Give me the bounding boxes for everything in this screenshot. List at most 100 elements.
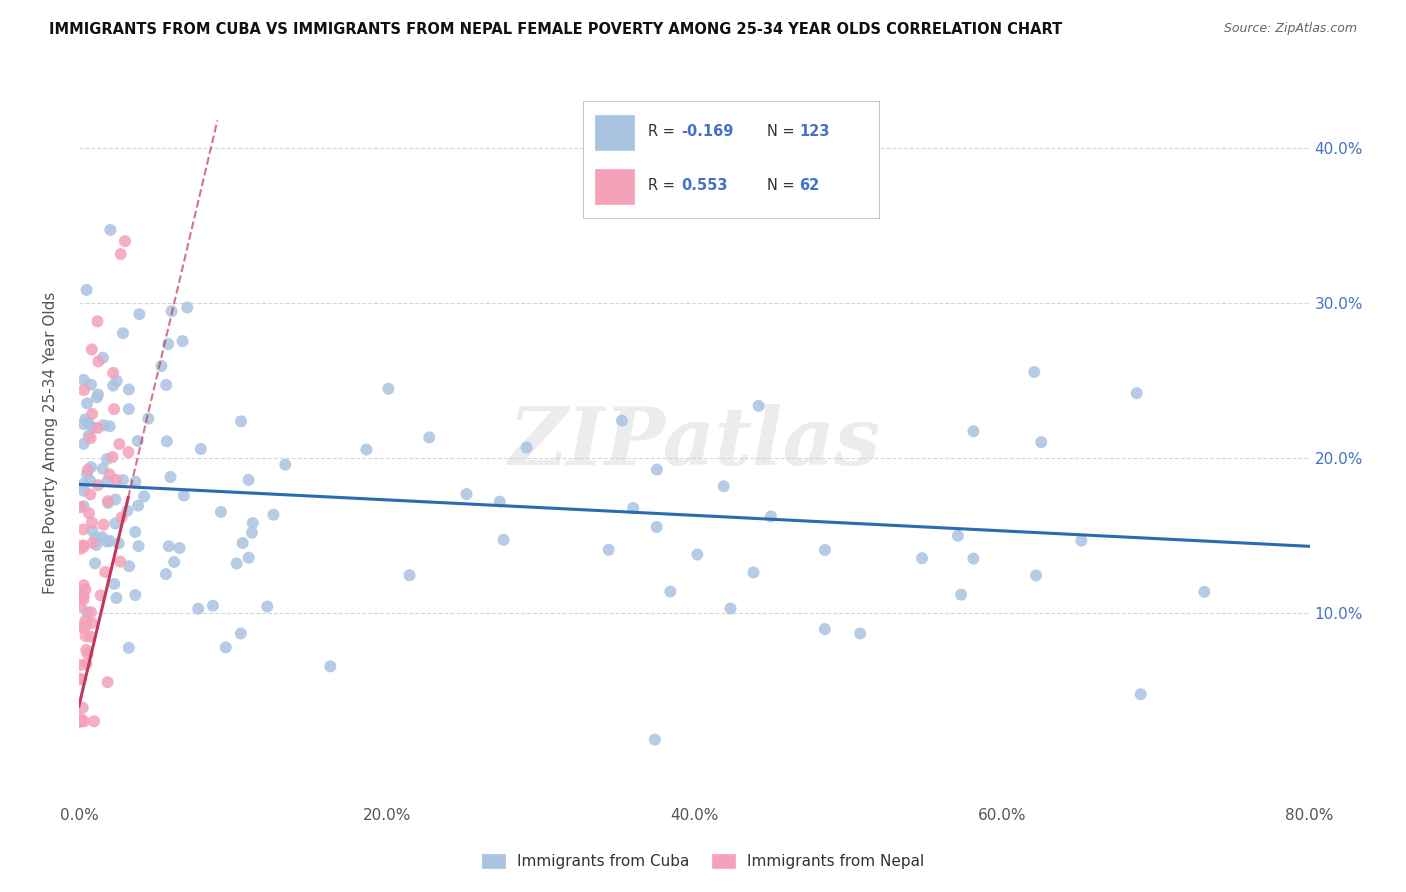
Point <box>274 458 297 472</box>
Point <box>69 500 91 515</box>
Point <box>720 601 742 615</box>
Point <box>1194 585 1216 599</box>
Point <box>103 378 125 392</box>
Point <box>814 622 837 636</box>
Point <box>103 402 125 417</box>
Text: Source: ZipAtlas.com: Source: ZipAtlas.com <box>1223 22 1357 36</box>
Point <box>1125 386 1147 401</box>
Text: IMMIGRANTS FROM CUBA VS IMMIGRANTS FROM NEPAL FEMALE POVERTY AMONG 25-34 YEAR OL: IMMIGRANTS FROM CUBA VS IMMIGRANTS FROM … <box>49 22 1063 37</box>
Point <box>215 640 238 655</box>
Point <box>98 533 121 548</box>
Point <box>77 506 100 520</box>
Point <box>80 605 103 619</box>
Y-axis label: Female Poverty Among 25-34 Year Olds: Female Poverty Among 25-34 Year Olds <box>44 292 58 594</box>
Point <box>72 592 94 607</box>
Point <box>118 402 141 417</box>
Point <box>82 536 104 550</box>
Point <box>134 489 156 503</box>
Point <box>150 359 173 373</box>
Point <box>759 509 782 524</box>
Point <box>104 516 127 531</box>
Point <box>946 529 969 543</box>
Point <box>84 532 107 546</box>
Point <box>713 479 735 493</box>
Point <box>72 538 94 552</box>
Point <box>256 599 278 614</box>
Point <box>238 473 260 487</box>
Point <box>319 659 342 673</box>
Point <box>69 714 91 729</box>
Point <box>950 588 973 602</box>
Point <box>117 504 139 518</box>
Point <box>156 434 179 449</box>
Point <box>105 591 128 605</box>
Point <box>97 496 120 510</box>
Point <box>124 475 146 489</box>
Point <box>70 620 93 634</box>
Point <box>127 434 149 448</box>
Point <box>72 477 94 491</box>
Point <box>76 463 98 477</box>
Point <box>108 437 131 451</box>
Point <box>160 304 183 318</box>
Point <box>98 223 121 237</box>
Point <box>229 626 252 640</box>
Point <box>1025 568 1047 582</box>
Point <box>73 383 96 397</box>
Point <box>87 478 110 492</box>
Point <box>240 525 263 540</box>
Point <box>114 234 136 248</box>
Point <box>124 588 146 602</box>
Point <box>72 500 94 514</box>
Point <box>75 657 97 671</box>
Point <box>84 538 107 552</box>
Point <box>87 354 110 368</box>
Point <box>169 541 191 555</box>
Point <box>190 442 212 456</box>
Point <box>209 505 232 519</box>
Point <box>73 483 96 498</box>
Point <box>238 550 260 565</box>
Point <box>598 542 620 557</box>
Point <box>82 421 104 435</box>
Point <box>79 487 101 501</box>
Point <box>82 407 104 421</box>
Point <box>742 566 765 580</box>
Point <box>110 555 132 569</box>
Point <box>79 474 101 488</box>
Point <box>97 675 120 690</box>
Point <box>86 390 108 404</box>
Point <box>118 383 141 397</box>
Point <box>79 630 101 644</box>
Point <box>69 599 91 614</box>
Point <box>76 396 98 410</box>
Point <box>110 510 132 524</box>
Point <box>232 536 254 550</box>
Point <box>110 247 132 261</box>
Point <box>72 522 94 536</box>
Point <box>69 714 91 729</box>
Point <box>105 374 128 388</box>
Point <box>516 441 538 455</box>
Point <box>911 551 934 566</box>
Point <box>73 540 96 554</box>
Point <box>69 714 91 729</box>
Point <box>187 601 209 615</box>
Point <box>72 417 94 431</box>
Point <box>83 714 105 729</box>
Point <box>77 428 100 442</box>
Point <box>124 524 146 539</box>
Point <box>90 588 112 602</box>
Point <box>70 712 93 726</box>
Point <box>748 399 770 413</box>
Point <box>98 467 121 482</box>
Point <box>79 431 101 445</box>
Point <box>242 516 264 530</box>
Point <box>76 605 98 619</box>
Point <box>159 470 181 484</box>
Point <box>91 351 114 365</box>
Point <box>103 577 125 591</box>
Point <box>104 492 127 507</box>
Point <box>103 366 125 380</box>
Point <box>610 414 633 428</box>
